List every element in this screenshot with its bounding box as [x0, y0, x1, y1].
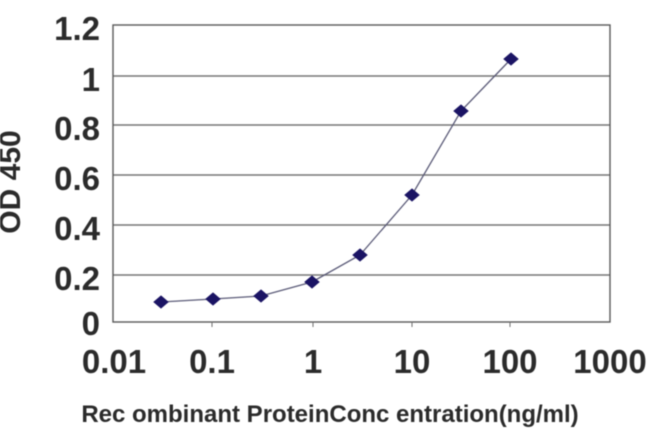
- svg-text:1: 1: [82, 61, 100, 98]
- svg-text:1: 1: [304, 343, 322, 380]
- svg-text:Rec ombinant ProteinConc entra: Rec ombinant ProteinConc entration(ng/ml…: [81, 401, 578, 428]
- svg-text:1.2: 1.2: [54, 10, 100, 47]
- svg-text:0.6: 0.6: [54, 160, 100, 197]
- svg-text:OD 450: OD 450: [0, 130, 27, 233]
- svg-text:100: 100: [482, 343, 537, 380]
- svg-text:0: 0: [82, 305, 100, 342]
- svg-text:0.4: 0.4: [54, 210, 101, 247]
- svg-text:1000: 1000: [573, 343, 646, 380]
- svg-text:0.2: 0.2: [54, 260, 100, 297]
- svg-text:0.01: 0.01: [82, 343, 146, 380]
- svg-text:0.1: 0.1: [189, 343, 235, 380]
- svg-text:10: 10: [394, 343, 431, 380]
- svg-text:0.8: 0.8: [54, 110, 100, 147]
